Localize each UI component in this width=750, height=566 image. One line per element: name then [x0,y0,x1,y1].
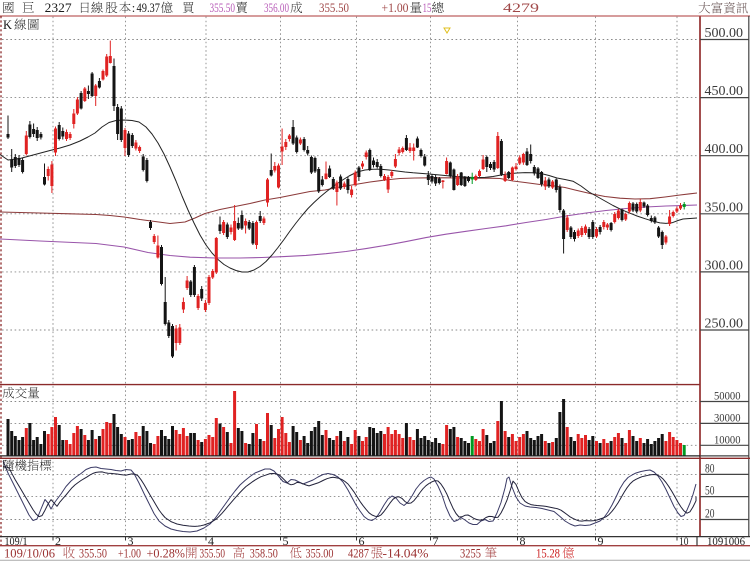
svg-text:300.00: 300.00 [705,258,744,273]
svg-text:9: 9 [598,534,604,548]
svg-text:355.50: 355.50 [200,547,226,561]
svg-text:6: 6 [359,534,365,548]
svg-text:4287: 4287 [348,547,369,561]
svg-text:+1.00: +1.00 [118,547,141,561]
svg-text:10: 10 [679,534,689,548]
svg-text:K: K [3,18,12,32]
svg-text:4: 4 [208,534,214,548]
svg-text:358.50: 358.50 [250,547,278,561]
svg-text:1091006: 1091006 [707,534,745,548]
svg-text:8: 8 [520,534,526,548]
svg-text:4279: 4279 [503,1,539,15]
svg-text:250.00: 250.00 [705,317,744,332]
svg-text:3255: 3255 [460,547,481,561]
svg-text:2327: 2327 [45,1,72,15]
svg-text:400.00: 400.00 [705,142,744,157]
svg-text::: : [132,1,135,15]
svg-text:350.00: 350.00 [705,200,744,215]
svg-text:355.00: 355.00 [306,547,334,561]
svg-text:15.28: 15.28 [536,547,560,561]
svg-text:3: 3 [128,534,134,548]
svg-text:50000: 50000 [714,389,741,403]
svg-text:109/10/06: 109/10/06 [4,547,55,561]
svg-text:355.50: 355.50 [79,547,107,561]
svg-text:109/1: 109/1 [5,534,28,548]
svg-text:355.50: 355.50 [319,1,349,15]
svg-text:+1.00: +1.00 [382,1,409,15]
svg-text:20: 20 [705,507,715,521]
svg-text:355.50: 355.50 [210,1,236,15]
svg-text:7: 7 [433,534,439,548]
svg-text:5: 5 [283,534,289,548]
svg-text:15: 15 [423,1,432,15]
svg-text:2: 2 [55,534,61,548]
svg-text:-14.04%: -14.04% [383,547,429,561]
svg-text:+0.28%: +0.28% [147,547,186,561]
svg-text:356.00: 356.00 [264,1,289,15]
svg-text:30000: 30000 [714,410,741,424]
svg-text:49.37: 49.37 [137,1,161,15]
svg-text:450.00: 450.00 [705,84,744,99]
svg-text:10000: 10000 [714,432,741,446]
svg-text:80: 80 [705,461,715,475]
svg-text:500.00: 500.00 [705,26,744,41]
svg-text:50: 50 [705,484,715,498]
